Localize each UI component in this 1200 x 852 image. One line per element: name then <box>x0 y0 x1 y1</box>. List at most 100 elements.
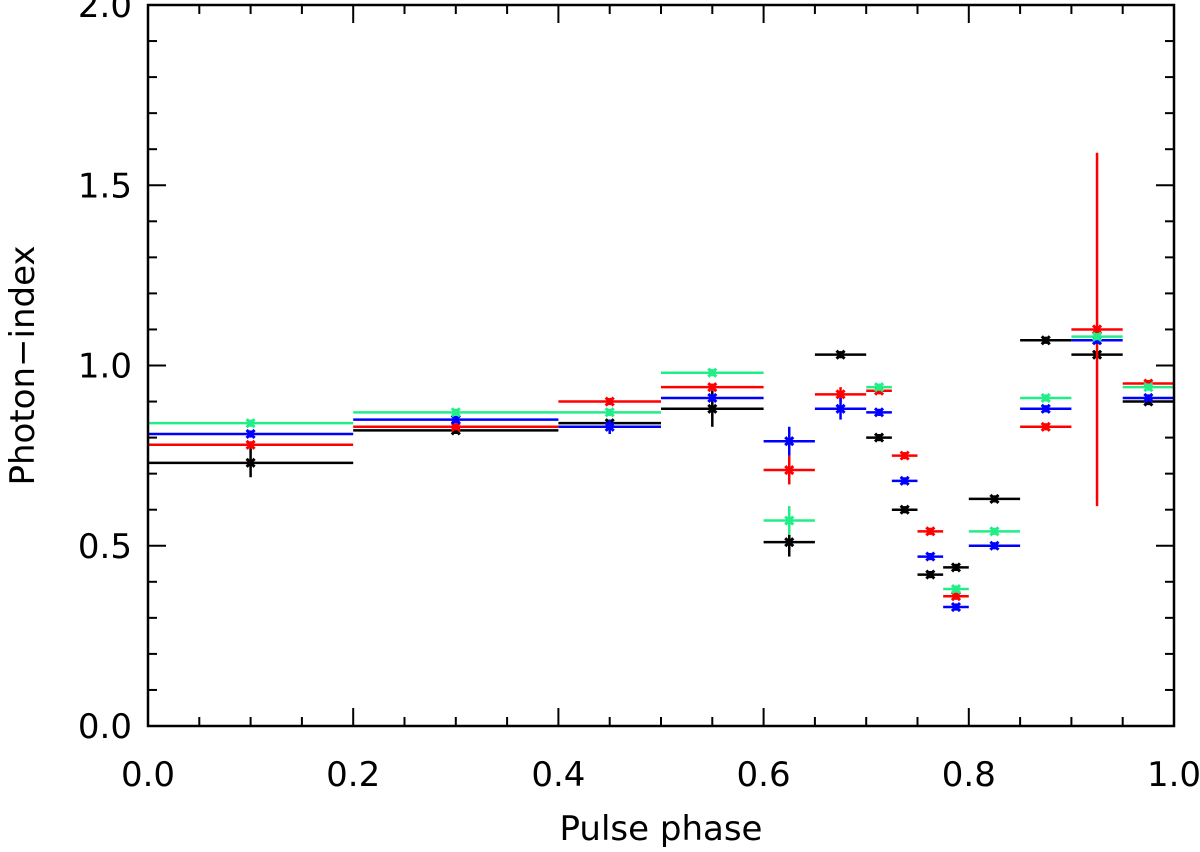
data-point <box>148 428 354 440</box>
y-tick-label: 0.0 <box>78 707 132 747</box>
point-marker <box>245 457 256 468</box>
data-point <box>891 475 918 486</box>
data-point <box>891 504 918 515</box>
data-point <box>968 526 1021 537</box>
point-marker <box>873 407 885 418</box>
axis-ticks <box>147 4 1175 727</box>
data-point <box>353 414 559 425</box>
data-point <box>1122 392 1174 404</box>
data-point <box>558 396 661 407</box>
point-marker <box>784 537 795 548</box>
point-marker <box>245 418 256 429</box>
x-axis-label: Pulse phase <box>560 809 763 849</box>
data-point <box>1071 331 1123 342</box>
point-marker <box>835 349 846 360</box>
data-point <box>968 540 1021 551</box>
series-2 <box>148 335 1174 613</box>
data-point <box>1020 403 1072 414</box>
y-axis-label: Photon−index <box>3 245 43 485</box>
data-point <box>917 551 944 562</box>
tick-labels: 0.0 0.2 0.4 0.6 0.8 1.0 0.0 0.5 1.0 1.5 2.0 <box>78 0 1200 795</box>
data-point <box>943 591 969 602</box>
data-point <box>353 421 559 432</box>
data-point <box>558 407 661 418</box>
point-marker <box>1040 335 1051 346</box>
data-point <box>1122 382 1174 393</box>
point-marker <box>925 551 936 562</box>
point-marker <box>950 583 962 595</box>
data-point <box>763 426 815 456</box>
x-tick-label: 0.2 <box>326 755 380 795</box>
point-marker <box>989 526 1000 537</box>
y-tick-label: 1.5 <box>78 166 132 206</box>
point-marker <box>899 450 910 461</box>
x-tick-label: 0.4 <box>531 755 585 795</box>
series-3 <box>148 331 1174 595</box>
x-tick-label: 1.0 <box>1147 755 1200 795</box>
point-marker <box>873 382 885 393</box>
point-marker <box>835 403 846 414</box>
data-point <box>943 562 969 573</box>
series-1 <box>148 152 1174 602</box>
point-marker <box>950 601 962 613</box>
point-marker <box>1040 392 1051 404</box>
x-tick-label: 0.0 <box>121 755 175 795</box>
data-point <box>558 419 661 434</box>
y-tick-label: 1.0 <box>78 347 132 387</box>
data-point <box>917 569 944 580</box>
data-point <box>814 397 867 420</box>
x-tick-label: 0.6 <box>737 755 791 795</box>
point-marker <box>899 475 910 486</box>
point-marker <box>604 396 615 407</box>
point-marker <box>1143 382 1154 393</box>
point-marker <box>1040 403 1051 414</box>
point-marker <box>604 407 615 418</box>
point-marker <box>784 515 795 526</box>
point-marker <box>899 504 910 515</box>
point-marker <box>784 436 795 447</box>
data-point <box>763 506 815 535</box>
data-point <box>148 448 354 478</box>
data-point <box>814 349 867 360</box>
plot-area <box>148 152 1174 613</box>
plot-frame <box>146 3 1176 728</box>
point-marker <box>873 432 885 443</box>
data-point <box>148 439 354 450</box>
y-tick-label: 2.0 <box>78 0 132 26</box>
point-marker <box>245 428 256 440</box>
x-tick-label: 0.8 <box>942 755 996 795</box>
data-point <box>763 455 815 485</box>
point-marker <box>707 367 718 378</box>
point-marker <box>707 382 718 393</box>
data-point <box>148 418 354 429</box>
data-point <box>1020 335 1072 346</box>
data-point <box>968 493 1021 504</box>
data-point <box>891 450 918 461</box>
data-point <box>866 382 892 393</box>
point-marker <box>950 562 962 573</box>
point-marker <box>1040 421 1051 432</box>
point-marker <box>1143 392 1154 404</box>
point-marker <box>707 392 718 404</box>
point-marker <box>989 540 1000 551</box>
data-point <box>1071 152 1123 507</box>
data-point <box>353 407 559 418</box>
data-point <box>661 382 764 393</box>
point-marker <box>707 403 718 414</box>
point-marker <box>604 421 615 432</box>
data-point <box>1020 392 1072 404</box>
data-point <box>866 432 892 443</box>
point-marker <box>450 407 461 418</box>
data-point <box>917 526 944 537</box>
data-point <box>661 392 764 404</box>
y-tick-label: 0.5 <box>78 527 132 567</box>
data-point <box>866 407 892 418</box>
point-marker <box>835 389 846 400</box>
data-point <box>1020 421 1072 432</box>
point-marker <box>245 439 256 450</box>
point-marker <box>925 526 936 537</box>
data-point <box>661 367 764 378</box>
data-point <box>943 601 969 613</box>
point-marker <box>784 464 795 476</box>
